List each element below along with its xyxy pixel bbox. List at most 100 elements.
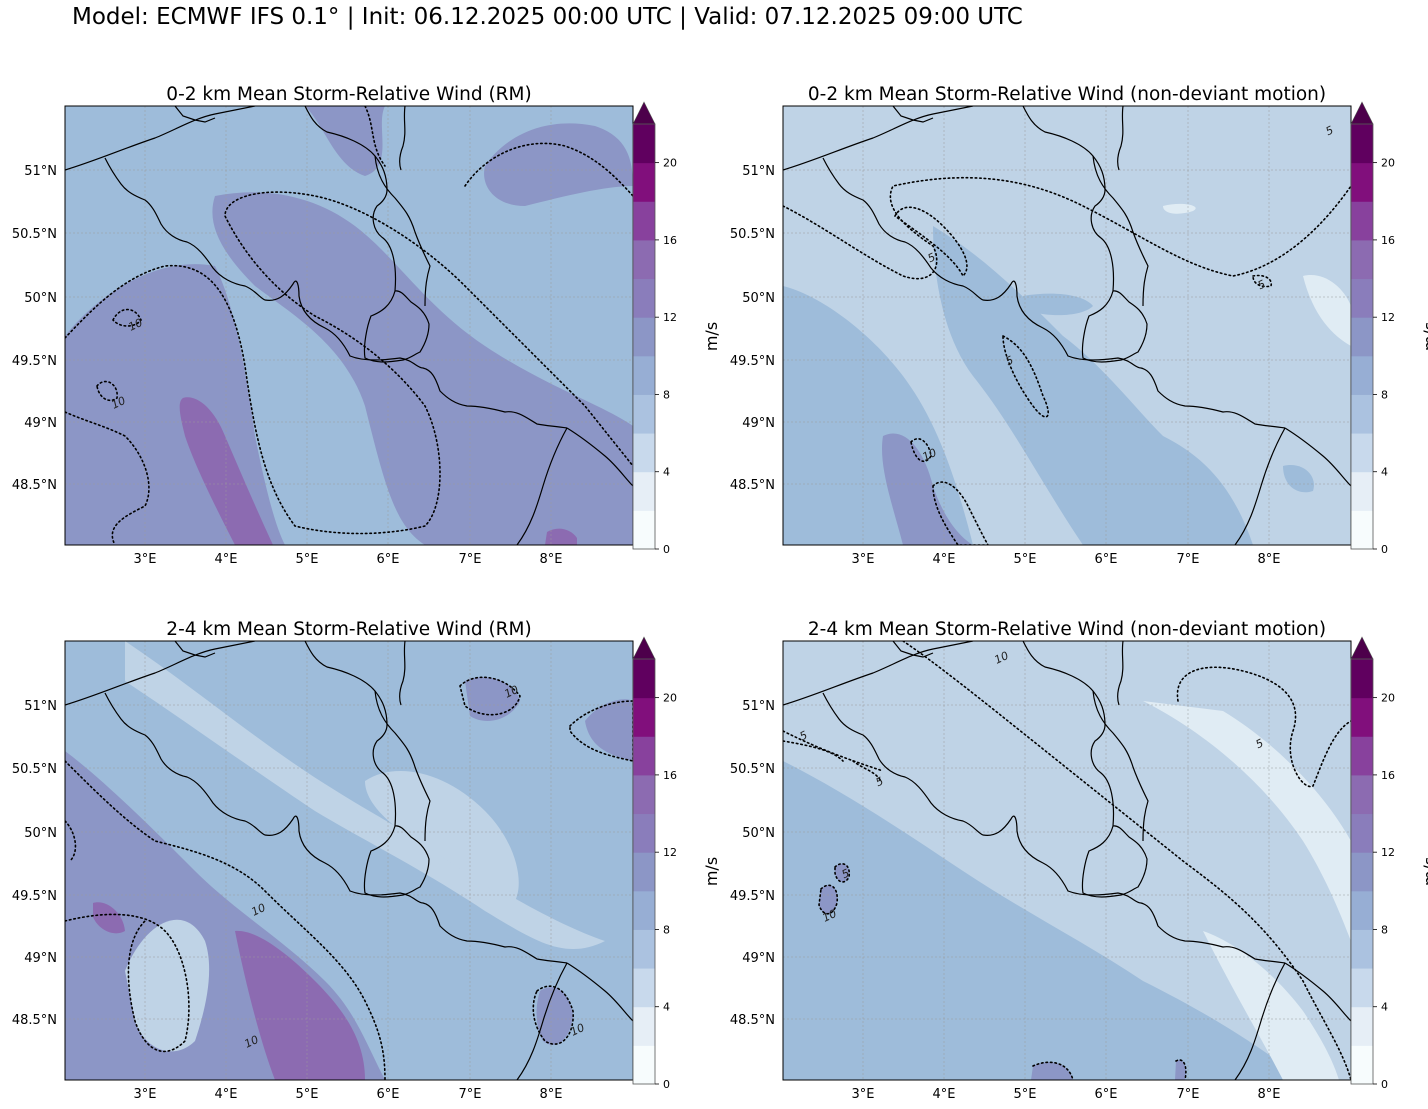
map-body: 10 10 bbox=[65, 106, 633, 545]
colorbar-segment bbox=[633, 317, 655, 357]
shaded-region-5 bbox=[305, 106, 385, 176]
country-border bbox=[374, 155, 431, 307]
shaded-region-5 bbox=[882, 433, 973, 545]
contour-line bbox=[818, 884, 839, 915]
colorbar-segment bbox=[1351, 1006, 1373, 1046]
shaded-region-10 bbox=[1175, 1059, 1186, 1080]
colorbar-tick-label: 12 bbox=[663, 311, 677, 324]
lat-tick-label: 48.5°N bbox=[730, 478, 775, 493]
lat-tick-label: 49.5°N bbox=[730, 889, 775, 904]
shaded-region-9 bbox=[1123, 444, 1154, 480]
contour-line bbox=[783, 176, 1351, 280]
colorbar-tick-label: 20 bbox=[663, 157, 677, 170]
colorbar-tick-label: 16 bbox=[663, 234, 677, 247]
colorbar-segment bbox=[1351, 510, 1373, 550]
colorbar-frame bbox=[1350, 123, 1374, 550]
contour-line bbox=[65, 191, 633, 535]
map-body: 5 5 5 5 10 10 bbox=[783, 641, 1351, 1080]
lat-tick-label: 48.5°N bbox=[12, 1013, 57, 1028]
contour-line bbox=[459, 676, 521, 716]
colorbar-segment bbox=[633, 659, 655, 699]
colorbar-segment bbox=[1351, 317, 1373, 357]
lon-tick-label: 3°E bbox=[134, 1087, 157, 1102]
lat-tick-label: 48.5°N bbox=[12, 478, 57, 493]
colorbar-tick-label: 4 bbox=[1381, 466, 1388, 479]
contour-label: 10 bbox=[992, 649, 1010, 667]
map-panel-2: 5 5 5 5 10 0-2 km Mean Storm-Relative Wind (n… bbox=[730, 84, 1352, 567]
colorbar-segment bbox=[1351, 852, 1373, 892]
country-border bbox=[1081, 290, 1148, 363]
lat-tick-label: 50°N bbox=[742, 291, 775, 306]
colorbar-segment bbox=[633, 433, 655, 473]
contour-line bbox=[1252, 274, 1273, 288]
shaded-region-7 bbox=[545, 528, 577, 545]
shaded-region-7 bbox=[819, 885, 838, 914]
colorbar-tick-label: 8 bbox=[663, 923, 670, 936]
country-border bbox=[363, 290, 430, 363]
colorbar-tick-label: 0 bbox=[1381, 543, 1388, 556]
shaded-region-5 bbox=[1183, 811, 1263, 901]
lon-tick-label: 7°E bbox=[459, 1087, 482, 1102]
lon-tick-label: 7°E bbox=[1177, 552, 1200, 567]
colorbar-segment bbox=[1351, 239, 1373, 280]
shaded-region-10 bbox=[585, 699, 633, 761]
colorbar-tick-label: 12 bbox=[663, 846, 677, 859]
country-border bbox=[1117, 106, 1124, 171]
lat-tick-label: 49.5°N bbox=[12, 354, 57, 369]
contour-line bbox=[112, 308, 142, 327]
shaded-region-9 bbox=[465, 677, 520, 721]
colorbar-segment bbox=[633, 890, 655, 930]
country-border bbox=[1234, 427, 1286, 545]
colorbar-tick-label: 0 bbox=[663, 543, 670, 556]
shaded-region-8 bbox=[1283, 465, 1314, 493]
contour-line bbox=[464, 142, 633, 197]
lon-tick-label: 5°E bbox=[1014, 552, 1037, 567]
country-border bbox=[363, 825, 430, 898]
contour-label: 5 bbox=[1256, 277, 1268, 292]
contour-label: 10 bbox=[502, 683, 520, 701]
contour-line bbox=[1002, 334, 1049, 418]
colorbar-label: m/s bbox=[1420, 322, 1428, 351]
colorbar-tick-label: 20 bbox=[1381, 157, 1395, 170]
shaded-region-3 bbox=[1143, 701, 1351, 941]
colorbar-1: 0 4 8 12 16 20 m/s bbox=[632, 101, 721, 556]
lon-tick-label: 4°E bbox=[933, 1087, 956, 1102]
country-border bbox=[1284, 427, 1351, 487]
lon-tick-label: 3°E bbox=[852, 552, 875, 567]
colorbar-segment bbox=[633, 394, 655, 434]
colorbar-segment bbox=[633, 239, 655, 280]
shaded-region-8 bbox=[835, 863, 850, 882]
shaded-region-6 bbox=[1163, 203, 1196, 214]
colorbar-segment bbox=[633, 510, 655, 550]
colorbar-label: m/s bbox=[702, 322, 721, 351]
colorbar-tick-label: 8 bbox=[663, 388, 670, 401]
country-border bbox=[892, 106, 934, 123]
contour-label: 5 bbox=[926, 250, 938, 265]
shaded-region-6 bbox=[179, 397, 273, 545]
panel-title: 2-4 km Mean Storm-Relative Wind (non-dev… bbox=[808, 619, 1326, 640]
shaded-region-4 bbox=[365, 771, 519, 901]
colorbar-segment bbox=[1351, 433, 1373, 473]
lon-tick-label: 8°E bbox=[540, 552, 563, 567]
colorbar-segment bbox=[633, 697, 655, 737]
colorbar-segment bbox=[1351, 968, 1373, 1008]
shaded-region-7 bbox=[93, 902, 125, 934]
contour-line bbox=[932, 481, 989, 545]
panel-title: 0-2 km Mean Storm-Relative Wind (RM) bbox=[166, 84, 531, 105]
colorbar-segment bbox=[1351, 201, 1373, 241]
colorbar-segment bbox=[1351, 162, 1373, 202]
colorbar-segment bbox=[1351, 355, 1373, 395]
country-border bbox=[65, 641, 256, 706]
panel-title: 0-2 km Mean Storm-Relative Wind (non-dev… bbox=[808, 84, 1326, 105]
lat-tick-label: 49°N bbox=[24, 951, 57, 966]
colorbar-segment bbox=[633, 355, 655, 395]
shaded-region-4 bbox=[484, 123, 633, 206]
lat-tick-label: 50.5°N bbox=[730, 227, 775, 242]
colorbar-tick-label: 4 bbox=[663, 466, 670, 479]
lat-tick-label: 49.5°N bbox=[730, 354, 775, 369]
shaded-region-4 bbox=[1023, 293, 1093, 316]
country-border bbox=[783, 106, 974, 171]
contour-line bbox=[569, 700, 633, 762]
colorbar-tick-label: 16 bbox=[1381, 234, 1395, 247]
